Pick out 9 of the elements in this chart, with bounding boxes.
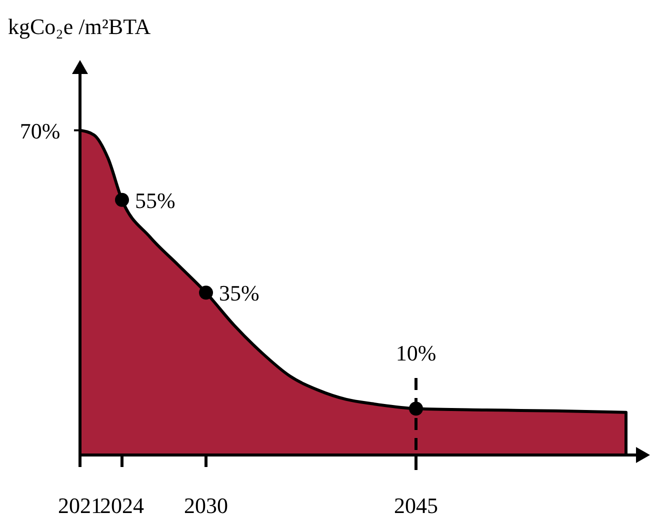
x-tick-label: 2045 xyxy=(394,493,438,518)
y-tick-label: 70% xyxy=(20,118,60,144)
y-axis-title: kgCo₂e /m²BTA xyxy=(8,14,151,39)
data-label: 55% xyxy=(135,188,176,213)
x-tick-label: 2024 xyxy=(100,493,144,518)
data-label: 35% xyxy=(219,280,260,306)
data-label: 10% xyxy=(396,340,436,366)
x-tick-label: 2021 xyxy=(58,493,102,518)
x-tick-label: 2030 xyxy=(184,493,228,518)
